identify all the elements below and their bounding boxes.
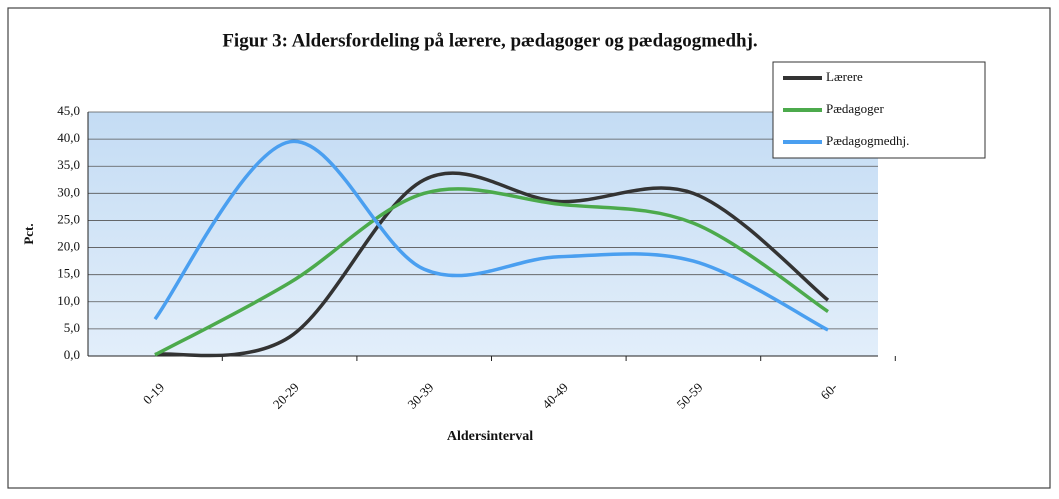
legend-label: Pædagoger [826, 101, 884, 116]
legend-label: Pædagogmedhj. [826, 133, 909, 148]
y-tick-label: 5,0 [64, 320, 80, 335]
y-tick-label: 45,0 [57, 103, 80, 118]
y-tick-label: 35,0 [57, 157, 80, 172]
plot-area [88, 112, 878, 356]
y-tick-label: 10,0 [57, 293, 80, 308]
y-tick-label: 25,0 [57, 211, 80, 226]
x-axis-label: Aldersinterval [447, 429, 533, 444]
y-tick-label: 40,0 [57, 130, 80, 145]
line [154, 171, 830, 358]
chart-title: Figur 3: Aldersfordeling på lærere, pæda… [222, 30, 757, 51]
y-tick-label: 20,0 [57, 239, 80, 254]
y-tick-label: 15,0 [57, 266, 80, 281]
y-tick-label: 30,0 [57, 184, 80, 199]
y-axis-label: Pct. [21, 223, 36, 244]
line [153, 140, 829, 332]
y-tick-label: 0,0 [64, 347, 80, 362]
legend-label: Lærere [826, 69, 863, 84]
line [154, 187, 829, 357]
